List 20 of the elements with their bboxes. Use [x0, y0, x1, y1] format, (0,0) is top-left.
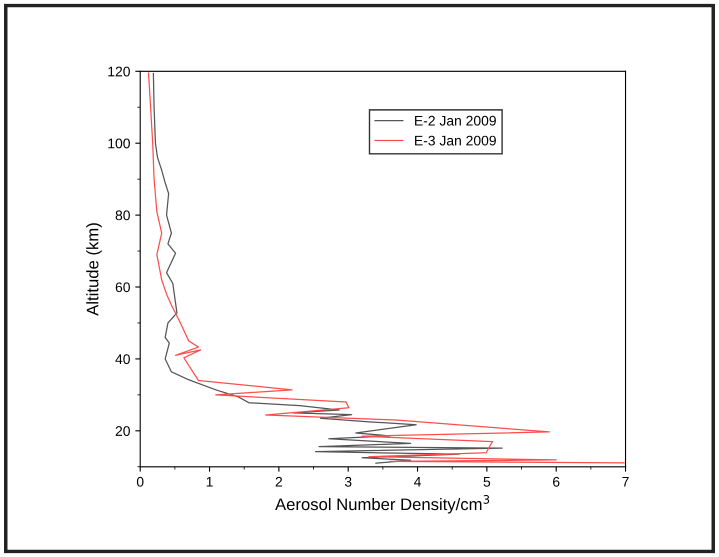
- x-tick-label: 5: [484, 477, 490, 487]
- x-tick-label: 7: [622, 477, 629, 487]
- y-tick-label: 40: [115, 354, 130, 364]
- y-tick-label: 80: [116, 210, 130, 220]
- y-tick-label: 100: [108, 138, 130, 148]
- line-series: [152, 72, 503, 464]
- x-tick-label: 6: [553, 476, 560, 487]
- y-tick-label: 60: [116, 282, 130, 292]
- x-tick-label: 1: [206, 477, 213, 487]
- legend-label: E-2 Jan 2009: [415, 116, 496, 126]
- x-tick-label: 2: [276, 476, 282, 487]
- y-tick-label: 20: [116, 426, 130, 436]
- y-axis-title: Altitude (km): [86, 223, 102, 316]
- legend-label: E-3 Jan 2009: [415, 136, 496, 146]
- x-axis-title: Aerosol Number Density/cm$^{3}$: [275, 494, 490, 514]
- x-tick-label: 3: [344, 476, 352, 487]
- x-tick-label: 4: [414, 477, 421, 487]
- y-tick-label: 120: [108, 66, 130, 76]
- x-tick-label: 0: [136, 476, 144, 487]
- line-series: [148, 72, 625, 464]
